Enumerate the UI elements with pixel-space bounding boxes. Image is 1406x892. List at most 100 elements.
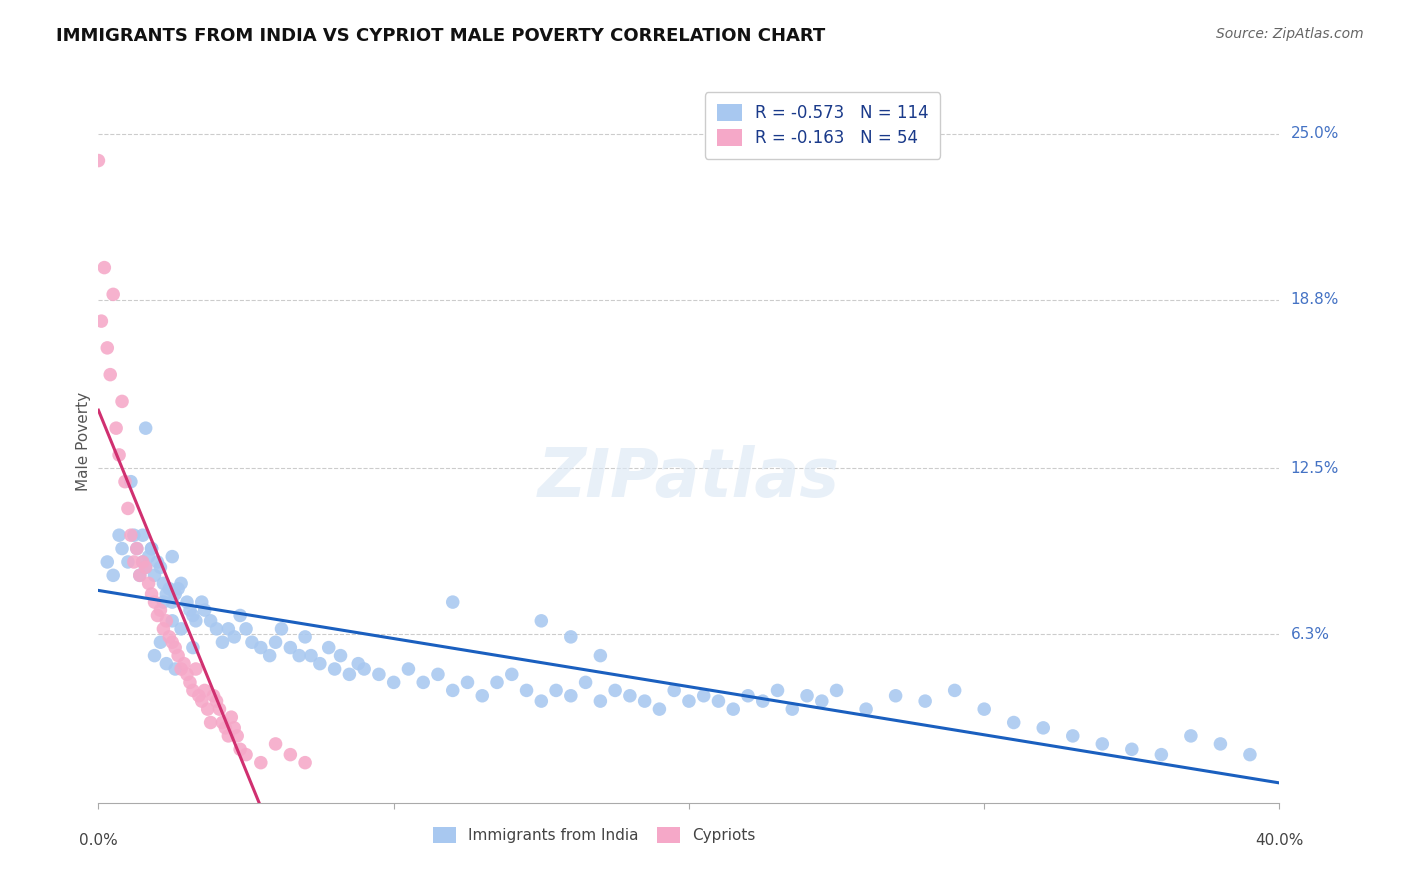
Point [914,694,936,708]
Point [135,560,157,574]
Point [173,657,195,671]
Point [226,729,249,743]
Point [516,683,538,698]
Point [235,747,257,762]
Point [1209,737,1232,751]
Point [318,640,340,655]
Point [162,549,183,564]
Point [93,260,115,275]
Point [162,614,183,628]
Point [211,715,233,730]
Point [155,657,177,671]
Point [205,694,228,708]
Point [191,595,214,609]
Point [501,667,523,681]
Point [157,582,180,596]
Point [214,721,236,735]
Point [143,648,166,663]
Point [143,595,166,609]
Point [589,648,612,663]
Point [217,729,239,743]
Point [176,667,198,681]
Point [176,595,198,609]
Text: ZIPatlas: ZIPatlas [538,445,839,510]
Point [486,675,509,690]
Point [162,635,183,649]
Point [347,657,370,671]
Point [530,694,553,708]
Point [135,421,157,435]
Point [167,648,190,663]
Point [217,622,239,636]
Point [737,689,759,703]
Point [221,710,243,724]
Point [165,587,187,601]
Point [752,694,775,708]
Legend: Immigrants from India, Cypriots: Immigrants from India, Cypriots [427,822,762,849]
Point [796,689,818,703]
Point [181,608,204,623]
Point [299,648,322,663]
Point [103,568,125,582]
Point [181,683,204,698]
Point [560,689,582,703]
Point [111,394,134,409]
Point [250,640,273,655]
Point [648,702,671,716]
Point [146,555,169,569]
Point [200,614,222,628]
Point [205,622,228,636]
Point [766,683,789,698]
Point [152,576,174,591]
Point [128,568,150,582]
Point [782,702,804,716]
Point [202,689,225,703]
Point [138,576,160,591]
Point [575,675,598,690]
Point [114,475,136,489]
Point [229,742,252,756]
Point [280,640,302,655]
Point [280,747,302,762]
Text: 12.5%: 12.5% [1291,461,1339,475]
Point [855,702,877,716]
Point [155,587,177,601]
Point [132,555,155,569]
Point [664,683,686,698]
Point [560,630,582,644]
Point [152,595,174,609]
Point [294,630,316,644]
Point [184,662,207,676]
Point [132,528,155,542]
Point [1150,747,1173,762]
Point [194,603,217,617]
Point [1032,721,1054,735]
Text: 6.3%: 6.3% [1291,627,1330,641]
Point [108,528,131,542]
Point [211,635,233,649]
Point [111,541,134,556]
Point [208,702,231,716]
Point [96,555,118,569]
Point [170,622,193,636]
Point [141,587,163,601]
Point [707,694,730,708]
Text: 0.0%: 0.0% [79,833,118,848]
Point [122,528,145,542]
Y-axis label: Male Poverty: Male Poverty [76,392,91,491]
Point [294,756,316,770]
Point [884,689,907,703]
Point [368,667,391,681]
Point [605,683,627,698]
Point [181,640,204,655]
Point [224,721,246,735]
Point [1002,715,1025,730]
Point [122,555,145,569]
Point [117,555,139,569]
Point [187,689,209,703]
Point [165,640,187,655]
Point [155,614,177,628]
Point [138,549,160,564]
Point [167,582,190,596]
Point [149,635,172,649]
